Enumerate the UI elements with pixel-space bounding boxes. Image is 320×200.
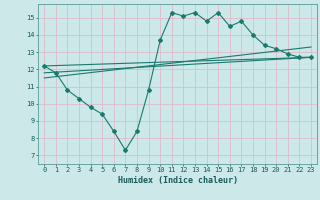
X-axis label: Humidex (Indice chaleur): Humidex (Indice chaleur) — [118, 176, 238, 185]
